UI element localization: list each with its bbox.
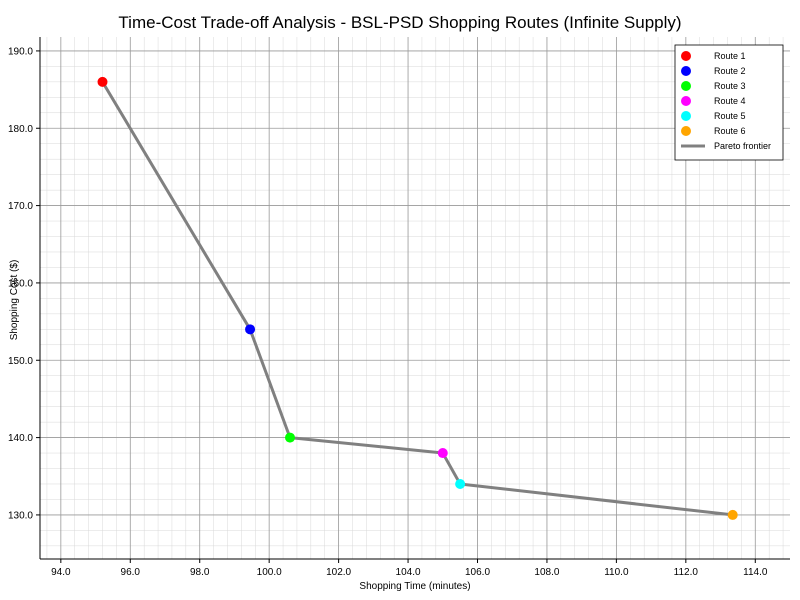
plot-series [97, 76, 738, 520]
route-2-point [245, 324, 256, 335]
legend-label-route-4: Route 4 [714, 96, 746, 106]
x-tick-label: 104.0 [396, 567, 421, 578]
y-tick-label: 130.0 [8, 510, 33, 521]
route-5-point [455, 478, 466, 489]
x-tick-label: 100.0 [257, 567, 282, 578]
legend-label-route-1: Route 1 [714, 51, 746, 61]
x-tick-label: 98.0 [190, 567, 210, 578]
x-tick-label: 108.0 [534, 567, 559, 578]
legend-marker-route-2 [681, 66, 691, 76]
x-tick-label: 114.0 [743, 567, 768, 578]
route-3-point [285, 432, 295, 443]
x-tick-label: 112.0 [674, 567, 699, 578]
y-tick-label: 150.0 [8, 356, 33, 367]
x-axis-label: Shopping Time (minutes) [359, 581, 470, 592]
legend-marker-route-3 [681, 81, 691, 91]
legend-label-frontier: Pareto frontier [714, 141, 771, 151]
x-tick-label: 106.0 [465, 567, 490, 578]
legend-label-route-5: Route 5 [714, 111, 746, 121]
x-tick-label: 102.0 [326, 567, 351, 578]
x-tick-label: 94.0 [51, 567, 71, 578]
legend-marker-route-4 [681, 96, 691, 106]
pareto-frontier-line [101, 80, 735, 517]
y-tick-label: 190.0 [8, 46, 33, 57]
legend-marker-route-1 [681, 51, 691, 61]
legend-label-route-3: Route 3 [714, 81, 746, 91]
y-tick-label: 170.0 [8, 201, 33, 212]
tick-labels: 94.0 96.0 98.0 100.0 102.0 104.0 106.0 108.0 110… [8, 46, 768, 578]
y-tick-label: 180.0 [8, 124, 33, 135]
x-tick-label: 96.0 [121, 567, 141, 578]
grid-lines [40, 37, 790, 559]
axes [39, 37, 790, 560]
legend-marker-route-6 [681, 126, 691, 136]
y-axis-label: Shopping Cost ($) [9, 260, 20, 341]
x-tick-label: 110.0 [604, 567, 629, 578]
legend-label-route-6: Route 6 [714, 126, 746, 136]
legend-marker-route-5 [681, 111, 691, 121]
y-tick-label: 160.0 [8, 278, 33, 289]
route-1-point [97, 76, 108, 87]
route-6-point [727, 509, 738, 520]
legend: Route 1 Route 2 Route 3 Route 4 Route 5 Route… [674, 44, 784, 161]
route-4-point [437, 448, 448, 459]
legend-label-route-2: Route 2 [714, 66, 746, 76]
chart-title: Time-Cost Trade-off Analysis - BSL-PSD S… [118, 13, 681, 32]
y-tick-label: 140.0 [8, 433, 33, 444]
legend-box [674, 44, 784, 161]
